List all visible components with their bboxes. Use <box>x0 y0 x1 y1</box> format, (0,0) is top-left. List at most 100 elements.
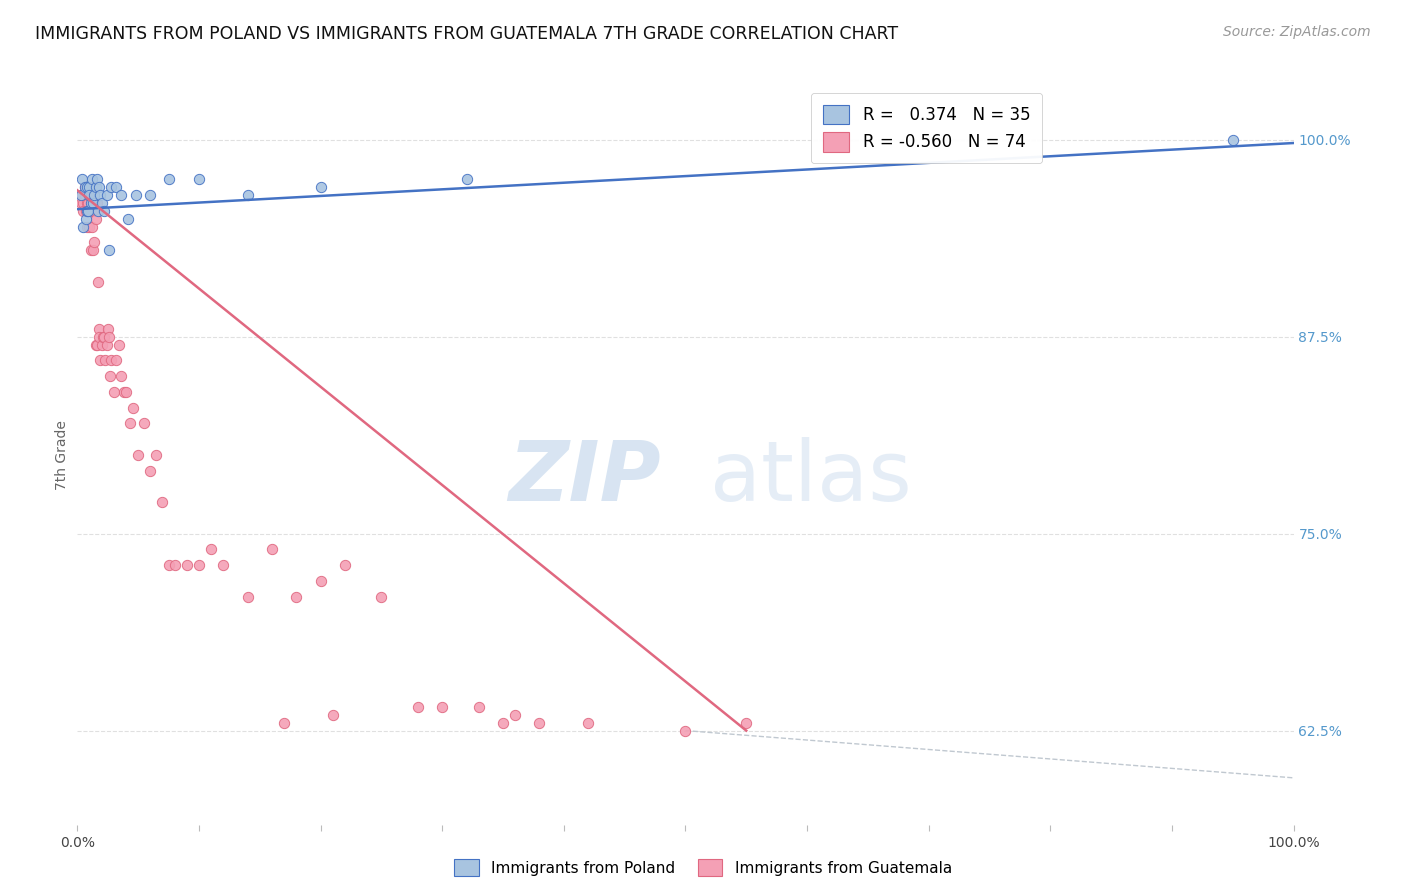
Point <box>97 330 120 344</box>
Point <box>503 707 526 722</box>
Point <box>322 707 344 722</box>
Point <box>91 330 114 344</box>
Point <box>117 211 139 226</box>
Point <box>89 322 111 336</box>
Point <box>70 195 93 210</box>
Point <box>84 180 107 194</box>
Point <box>236 590 259 604</box>
Point <box>127 448 149 462</box>
Point <box>79 180 101 194</box>
Point <box>83 235 105 250</box>
Point <box>188 558 211 573</box>
Point <box>77 195 100 210</box>
Point <box>735 715 758 730</box>
Point <box>97 322 120 336</box>
Point <box>90 337 112 351</box>
Point <box>529 715 551 730</box>
Point <box>163 558 186 573</box>
Point <box>72 219 94 234</box>
Point <box>309 574 332 588</box>
Point <box>94 353 117 368</box>
Point <box>82 195 104 210</box>
Point <box>93 203 115 218</box>
Point <box>100 180 122 194</box>
Point <box>76 195 98 210</box>
Point <box>105 353 128 368</box>
Text: atlas: atlas <box>710 436 911 517</box>
Point <box>82 243 104 257</box>
Point <box>157 172 180 186</box>
Point <box>75 203 97 218</box>
Point <box>86 195 108 210</box>
Point <box>80 243 103 257</box>
Point <box>125 188 148 202</box>
Point <box>96 188 118 202</box>
Point <box>93 330 115 344</box>
Point <box>76 203 98 218</box>
Point <box>333 558 356 573</box>
Point <box>89 188 111 202</box>
Point <box>105 180 128 194</box>
Point <box>145 448 167 462</box>
Point <box>309 180 332 194</box>
Point <box>139 188 162 202</box>
Point <box>79 188 101 202</box>
Point <box>134 417 156 431</box>
Point <box>467 700 489 714</box>
Point <box>118 417 141 431</box>
Point <box>86 337 108 351</box>
Point <box>82 203 104 218</box>
Point <box>75 180 97 194</box>
Legend: R =   0.374   N = 35, R = -0.560   N = 74: R = 0.374 N = 35, R = -0.560 N = 74 <box>811 93 1042 163</box>
Point <box>73 180 96 194</box>
Point <box>86 172 108 186</box>
Point <box>79 180 101 194</box>
Point <box>97 243 120 257</box>
Point <box>72 195 94 210</box>
Point <box>89 353 111 368</box>
Y-axis label: 7th Grade: 7th Grade <box>55 420 69 490</box>
Point <box>70 188 93 202</box>
Point <box>80 195 103 210</box>
Point <box>73 180 96 194</box>
Point <box>152 495 174 509</box>
Point <box>675 723 697 738</box>
Point <box>157 558 180 573</box>
Point <box>80 172 103 186</box>
Point <box>80 219 103 234</box>
Point <box>84 211 107 226</box>
Point <box>98 369 121 384</box>
Text: IMMIGRANTS FROM POLAND VS IMMIGRANTS FROM GUATEMALA 7TH GRADE CORRELATION CHART: IMMIGRANTS FROM POLAND VS IMMIGRANTS FRO… <box>35 25 898 43</box>
Point <box>260 542 283 557</box>
Point <box>200 542 222 557</box>
Point <box>492 715 515 730</box>
Point <box>103 384 125 399</box>
Point <box>76 219 98 234</box>
Point <box>72 203 94 218</box>
Point <box>370 590 392 604</box>
Point <box>77 188 100 202</box>
Text: Source: ZipAtlas.com: Source: ZipAtlas.com <box>1223 25 1371 39</box>
Text: ZIP: ZIP <box>509 436 661 517</box>
Point <box>122 401 145 415</box>
Point <box>236 188 259 202</box>
Point <box>100 353 122 368</box>
Point <box>110 188 132 202</box>
Point <box>110 369 132 384</box>
Point <box>112 384 135 399</box>
Point <box>188 172 211 186</box>
Point <box>273 715 295 730</box>
Point <box>76 180 98 194</box>
Point <box>576 715 599 730</box>
Point <box>430 700 453 714</box>
Point <box>89 330 111 344</box>
Point <box>90 195 112 210</box>
Point <box>77 203 100 218</box>
Legend: Immigrants from Poland, Immigrants from Guatemala: Immigrants from Poland, Immigrants from … <box>449 853 957 882</box>
Point <box>406 700 429 714</box>
Point <box>79 219 101 234</box>
Point <box>96 337 118 351</box>
Point <box>1222 133 1244 147</box>
Point <box>75 211 97 226</box>
Point <box>139 464 162 478</box>
